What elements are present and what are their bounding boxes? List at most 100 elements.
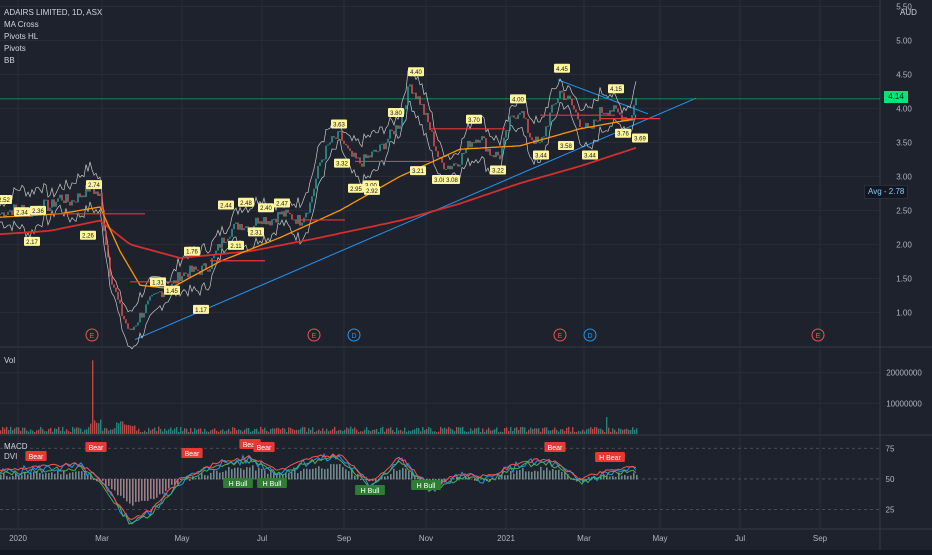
earnings-marker[interactable] [85,328,99,342]
pivot-label: 3.58 [560,144,572,150]
macd-histogram-bar [231,469,233,480]
pivot-label-box [582,150,598,160]
macd-histogram-bar [120,478,122,496]
pivot-label-box [0,195,12,205]
volume-bar [460,427,462,434]
pivot-label: 2.34 [16,210,28,216]
volume-bar [194,428,196,434]
bull-signal-tag[interactable] [355,485,385,495]
candle [471,142,473,148]
candle [435,146,437,152]
pivot-label: 2.48 [240,201,252,207]
trendline[interactable] [134,97,697,341]
ma-fast-line[interactable] [0,117,637,290]
dvi-line[interactable] [0,456,637,525]
bear-signal-tag[interactable] [253,442,275,452]
pivot-label: 3.76 [617,132,629,138]
bull-signal-tag[interactable] [257,478,287,488]
volume-tick-label: 10000000 [886,399,922,408]
pivot-label-box [444,174,460,184]
volume-bar [334,426,336,434]
x-tick-label: Sep [337,534,352,543]
candle [1,212,3,214]
indicator-bb[interactable]: BB [4,56,15,65]
macd-histogram-bar [300,470,302,480]
macd-histogram-bar [90,474,92,480]
x-tick-label: Jul [735,534,745,543]
last-price-tag[interactable]: 4.14 [884,91,908,103]
volume-bar [126,424,128,434]
macd-histogram-bar [150,478,152,499]
triangle-upper-line[interactable] [557,79,649,115]
macd-histogram-bar [213,470,215,480]
bull-signal-tag[interactable] [223,478,253,488]
volume-bar [206,431,208,434]
macd-histogram-bar [456,476,458,480]
bear-signal-tag[interactable] [25,451,47,461]
dividend-marker[interactable] [347,328,361,342]
candle [585,122,587,128]
bear-signal-tag[interactable] [181,448,203,458]
macd-histogram-bar [27,474,29,480]
candle [201,265,203,275]
volume-bar [64,431,66,434]
signal-tag-label: H Bull [263,481,282,488]
volume-bar [156,431,158,434]
y-tick-label: 1.00 [896,308,912,317]
candle [483,136,485,139]
ma-slow-line[interactable] [0,146,637,259]
bollinger-lower[interactable] [0,100,637,350]
macd-line[interactable] [0,453,637,525]
candle [413,92,415,94]
macd-histogram-bar [303,468,305,480]
volume-bar [266,430,268,434]
earnings-marker[interactable] [307,328,321,342]
pivot-label: 1.45 [166,289,178,295]
candle [65,194,67,204]
bear-signal-tag[interactable] [595,452,625,462]
macd-histogram-bar [399,469,401,480]
macd-histogram-bar [198,476,200,480]
dividend-marker[interactable] [583,328,597,342]
candle [617,108,619,113]
indicator-pivots-hl[interactable]: Pivots HL [4,32,39,41]
volume-bar [568,426,570,434]
volume-bar [308,428,310,434]
macd-histogram-bar [3,473,5,480]
signal-tag-label: Bear [548,445,563,452]
candle [409,84,411,87]
volume-bar [598,428,600,434]
candle [115,287,117,292]
macd-histogram-bar [39,473,41,480]
bear-signal-tag[interactable] [544,442,566,452]
candle [611,110,613,112]
volume-bar [418,428,420,434]
candle [329,142,331,145]
candle [477,139,479,143]
candle [425,112,427,115]
candle [355,152,357,159]
indicator-pivots[interactable]: Pivots [4,44,26,53]
candle [193,266,195,272]
candle [549,112,551,126]
earnings-marker[interactable] [811,328,825,342]
macd-histogram-bar [612,475,614,480]
candle [331,136,333,143]
candle [3,212,5,218]
candle [501,147,503,160]
indicator-ma-cross[interactable]: MA Cross [4,20,39,29]
earnings-marker[interactable] [553,328,567,342]
signal-line[interactable] [0,453,637,520]
signal-tag-label: Bear [243,442,258,449]
bull-signal-tag[interactable] [411,480,441,490]
macd-tick-label: 75 [886,444,895,453]
bear-signal-tag[interactable] [85,442,107,452]
candle [135,325,137,327]
volume-bar [56,428,58,434]
bollinger-upper[interactable] [0,66,637,313]
volume-bar [48,429,50,434]
volume-bar [422,427,424,434]
volume-bar [256,428,258,434]
